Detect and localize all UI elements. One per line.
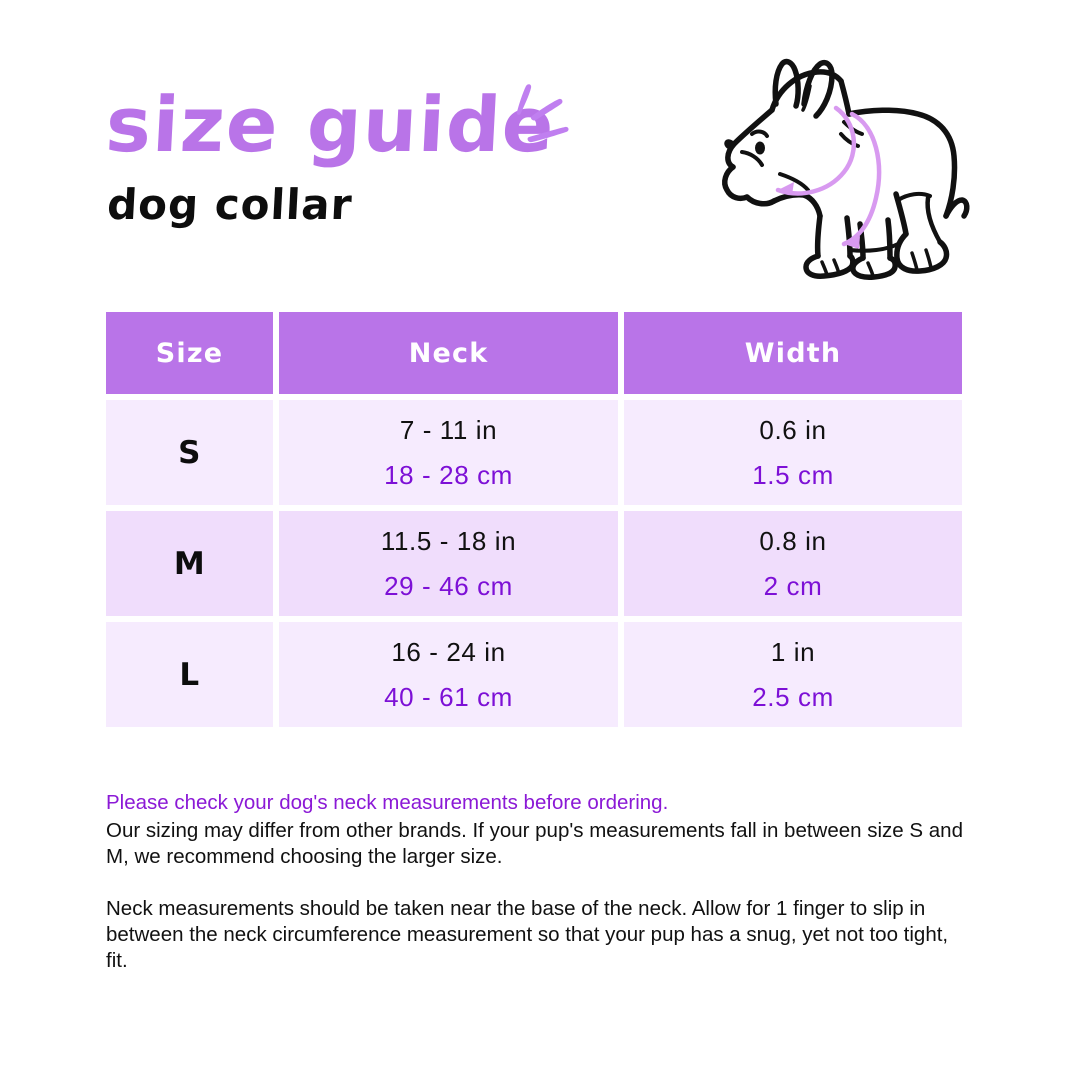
width-cm-value: 2.5 cm [752, 681, 834, 712]
neck-measure-loop [775, 105, 857, 196]
cell-width-l: 1 in 2.5 cm [624, 622, 962, 727]
neck-cm-value: 18 - 28 cm [384, 459, 513, 490]
width-cm-value: 1.5 cm [752, 459, 834, 490]
cell-width-s: 0.6 in 1.5 cm [624, 400, 962, 505]
width-inches-value: 0.8 in [759, 525, 827, 556]
chest-loop-arrowhead [844, 236, 860, 249]
notes-block: Please check your dog's neck measurement… [106, 790, 972, 974]
column-header-width: Width [624, 312, 962, 394]
table-header-row: Size Neck Width [106, 312, 962, 394]
title-block: size guide dog collar [104, 80, 624, 229]
width-inches-value: 0.6 in [759, 414, 827, 445]
dog-illustration [722, 58, 970, 280]
chest-measure-loop [841, 111, 882, 247]
cell-width-m: 0.8 in 2 cm [624, 511, 962, 616]
note-spacer [106, 870, 972, 896]
cell-neck-s: 7 - 11 in 18 - 28 cm [279, 400, 619, 505]
table-row: S 7 - 11 in 18 - 28 cm 0.6 in 1.5 cm [106, 400, 962, 505]
width-cm-value: 2 cm [763, 570, 823, 601]
note-paragraph-2: Neck measurements should be taken near t… [106, 897, 949, 972]
table-row: L 16 - 24 in 40 - 61 cm 1 in 2.5 cm [106, 622, 962, 727]
page-title: size guide [103, 80, 558, 169]
cell-size-s: S [106, 400, 274, 505]
width-inches-value: 1 in [770, 636, 816, 667]
neck-inches-value: 11.5 - 18 in [380, 525, 517, 556]
note-paragraph-1: Our sizing may differ from other brands.… [106, 819, 963, 868]
neck-loop-arrowhead [778, 182, 794, 195]
cell-neck-m: 11.5 - 18 in 29 - 46 cm [279, 511, 619, 616]
column-header-size: Size [106, 312, 274, 394]
cell-size-l: L [106, 622, 274, 727]
neck-cm-value: 29 - 46 cm [384, 570, 513, 601]
note-highlight: Please check your dog's neck measurement… [106, 791, 669, 814]
cell-neck-l: 16 - 24 in 40 - 61 cm [279, 622, 619, 727]
neck-cm-value: 40 - 61 cm [384, 681, 513, 712]
size-table: Size Neck Width S 7 - 11 in 18 - 28 cm 0… [100, 306, 968, 733]
neck-inches-value: 16 - 24 in [391, 636, 506, 667]
column-header-neck: Neck [279, 312, 619, 394]
page-subtitle: dog collar [105, 180, 354, 229]
cell-size-m: M [106, 511, 274, 616]
table-row: M 11.5 - 18 in 29 - 46 cm 0.8 in 2 cm [106, 511, 962, 616]
neck-inches-value: 7 - 11 in [399, 414, 498, 445]
